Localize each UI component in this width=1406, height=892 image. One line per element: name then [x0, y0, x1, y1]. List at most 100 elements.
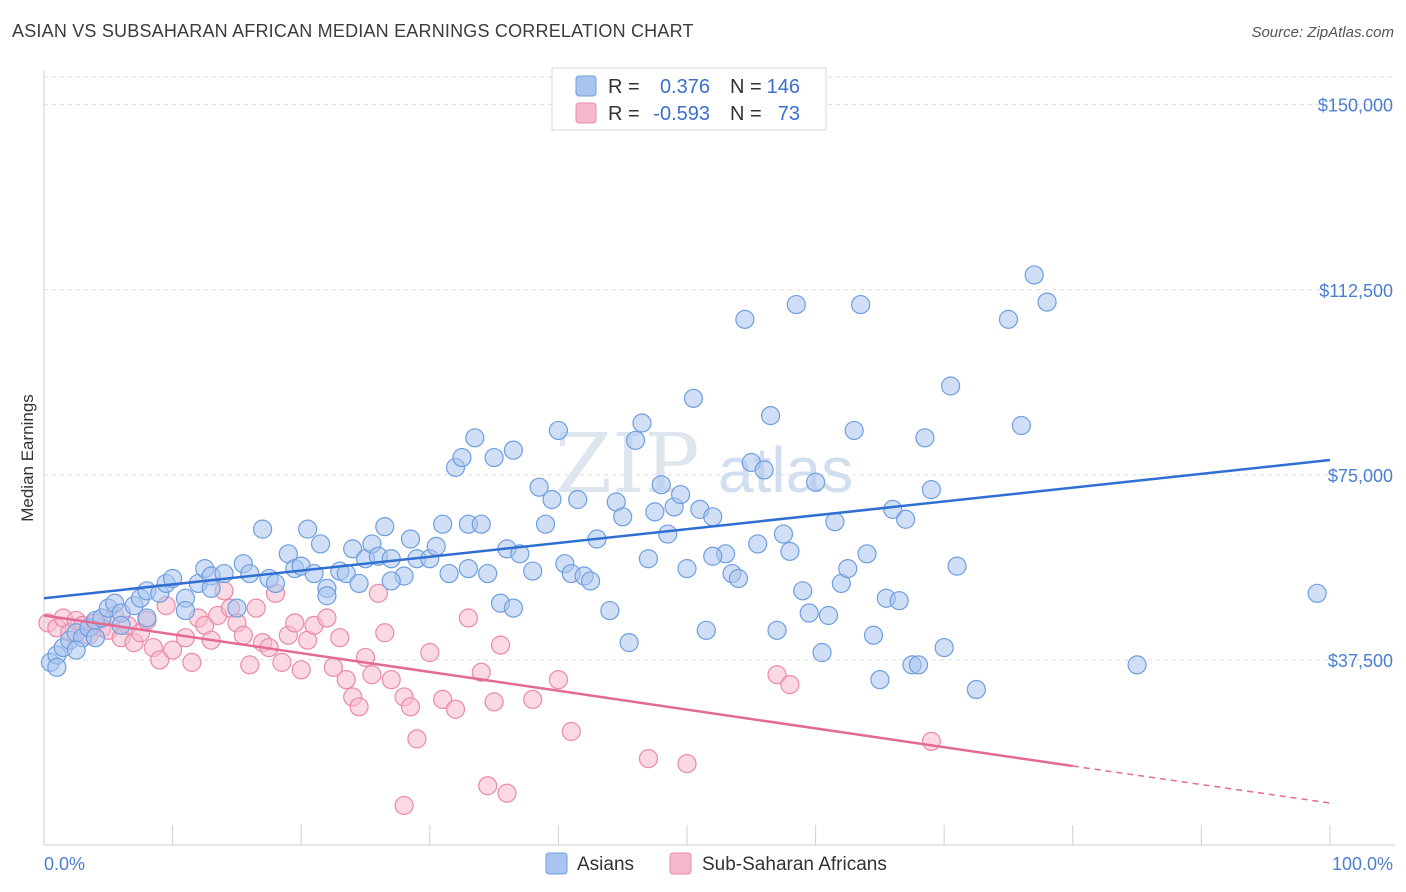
trend-lines	[43, 458, 1331, 804]
bottom-legend-africans: Sub-Saharan Africans	[702, 854, 887, 875]
data-point	[921, 480, 941, 500]
data-point	[915, 428, 935, 448]
bottom-legend-swatch-asians	[545, 852, 568, 875]
data-point	[934, 637, 954, 658]
data-point	[728, 568, 749, 589]
data-point	[433, 514, 453, 534]
data-point	[645, 502, 665, 522]
data-point	[478, 776, 498, 796]
data-point	[420, 642, 440, 663]
data-point	[182, 652, 202, 672]
data-point	[400, 529, 421, 549]
legend-n-label-asians: N =	[730, 76, 762, 98]
data-point	[613, 507, 633, 527]
data-point	[426, 536, 446, 557]
chart-source: Source: ZipAtlas.com	[1251, 24, 1394, 41]
data-point	[651, 475, 671, 495]
legend-swatch-asians	[575, 75, 597, 97]
data-point	[966, 679, 986, 700]
data-point	[1024, 265, 1044, 285]
data-point	[947, 556, 967, 576]
data-point	[863, 625, 884, 645]
data-point	[349, 573, 369, 594]
data-point	[805, 472, 826, 492]
data-point	[883, 499, 903, 519]
data-point	[548, 670, 569, 690]
data-point	[362, 665, 382, 685]
data-point	[851, 294, 871, 315]
data-point	[568, 489, 588, 510]
trend-line-africans	[43, 614, 1073, 768]
data-point	[535, 514, 556, 534]
legend-n-value-africans: 73	[778, 103, 800, 125]
data-point	[998, 309, 1019, 329]
legend-r-label-africans: R =	[608, 103, 640, 125]
data-point	[548, 420, 569, 441]
data-point	[748, 534, 768, 554]
data-point	[66, 640, 86, 660]
y-tick-label: $37,500	[1328, 651, 1393, 671]
legend-r-value-asians: 0.376	[660, 76, 710, 98]
data-point	[1037, 292, 1057, 312]
data-point	[458, 608, 478, 628]
data-point	[400, 697, 421, 717]
data-point	[503, 598, 523, 618]
data-point	[285, 613, 305, 633]
data-point	[638, 749, 659, 769]
data-point	[735, 309, 755, 329]
data-point	[233, 625, 253, 645]
data-point	[600, 600, 620, 621]
data-point	[921, 731, 941, 751]
data-point	[240, 563, 260, 584]
data-point	[471, 662, 491, 682]
data-point	[941, 376, 961, 396]
data-point	[658, 524, 678, 544]
data-point	[137, 608, 157, 628]
trend-line-africans-extrapolated	[1072, 765, 1331, 804]
data-point	[503, 440, 523, 460]
data-point	[317, 608, 337, 628]
data-point	[793, 581, 813, 601]
x-ticks	[172, 825, 1331, 845]
y-axis-title: Median Earnings	[18, 394, 37, 522]
data-point	[818, 605, 839, 626]
data-point	[394, 795, 414, 816]
data-point	[780, 674, 800, 695]
data-point	[1127, 655, 1147, 675]
y-tick-label: $75,000	[1328, 466, 1393, 486]
legend-n-label-africans: N =	[730, 103, 762, 125]
data-point	[439, 563, 459, 584]
data-point	[85, 628, 106, 648]
data-point	[838, 559, 858, 579]
data-point	[677, 753, 697, 774]
data-point	[478, 563, 498, 584]
x-tick-label-max: 100.0%	[1332, 854, 1393, 874]
data-point	[632, 413, 652, 433]
data-point	[889, 591, 909, 611]
data-point	[703, 507, 723, 527]
data-point	[336, 670, 356, 690]
data-point	[349, 697, 369, 717]
data-point	[523, 561, 543, 581]
data-point	[767, 665, 787, 685]
data-point	[304, 563, 324, 584]
legend-n-value-asians: 146	[767, 76, 800, 98]
data-point	[542, 489, 562, 510]
data-point	[625, 430, 646, 450]
legend-swatch-africans	[575, 102, 597, 124]
data-point	[330, 628, 350, 648]
data-point	[780, 541, 800, 561]
bottom-legend-asians: Asians	[577, 854, 634, 875]
y-tick-label: $150,000	[1318, 96, 1393, 116]
data-point	[497, 783, 517, 803]
data-point	[47, 657, 67, 677]
data-point	[844, 420, 864, 441]
data-point	[799, 603, 819, 623]
watermark: ZIP atlas	[555, 417, 853, 512]
data-point	[1307, 583, 1327, 603]
data-point	[703, 546, 723, 566]
data-point	[175, 600, 196, 621]
legend-r-label-asians: R =	[608, 76, 640, 98]
data-point	[445, 699, 466, 719]
data-point	[670, 484, 691, 505]
